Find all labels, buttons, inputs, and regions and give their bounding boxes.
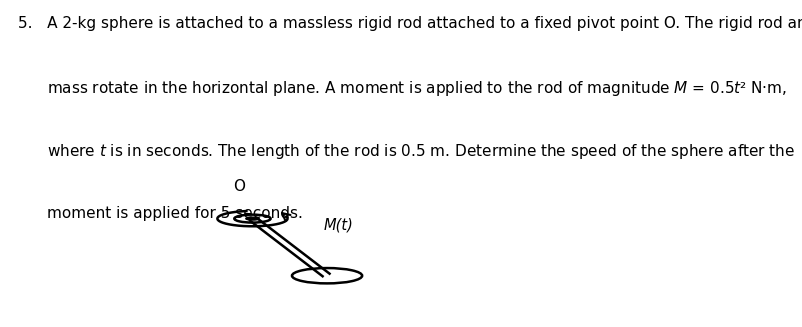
Ellipse shape bbox=[245, 217, 259, 220]
Text: mass rotate in the horizontal plane. A moment is applied to the rod of magnitude: mass rotate in the horizontal plane. A m… bbox=[47, 79, 787, 98]
Text: M(t): M(t) bbox=[324, 217, 354, 232]
Text: O: O bbox=[233, 179, 245, 194]
Text: 5.   A 2-kg sphere is attached to a massless rigid rod attached to a fixed pivot: 5. A 2-kg sphere is attached to a massle… bbox=[18, 16, 802, 31]
Text: where $\mathit{t}$ is in seconds. The length of the rod is 0.5 m. Determine the : where $\mathit{t}$ is in seconds. The le… bbox=[47, 143, 795, 162]
Text: moment is applied for 5 seconds.: moment is applied for 5 seconds. bbox=[47, 206, 302, 221]
